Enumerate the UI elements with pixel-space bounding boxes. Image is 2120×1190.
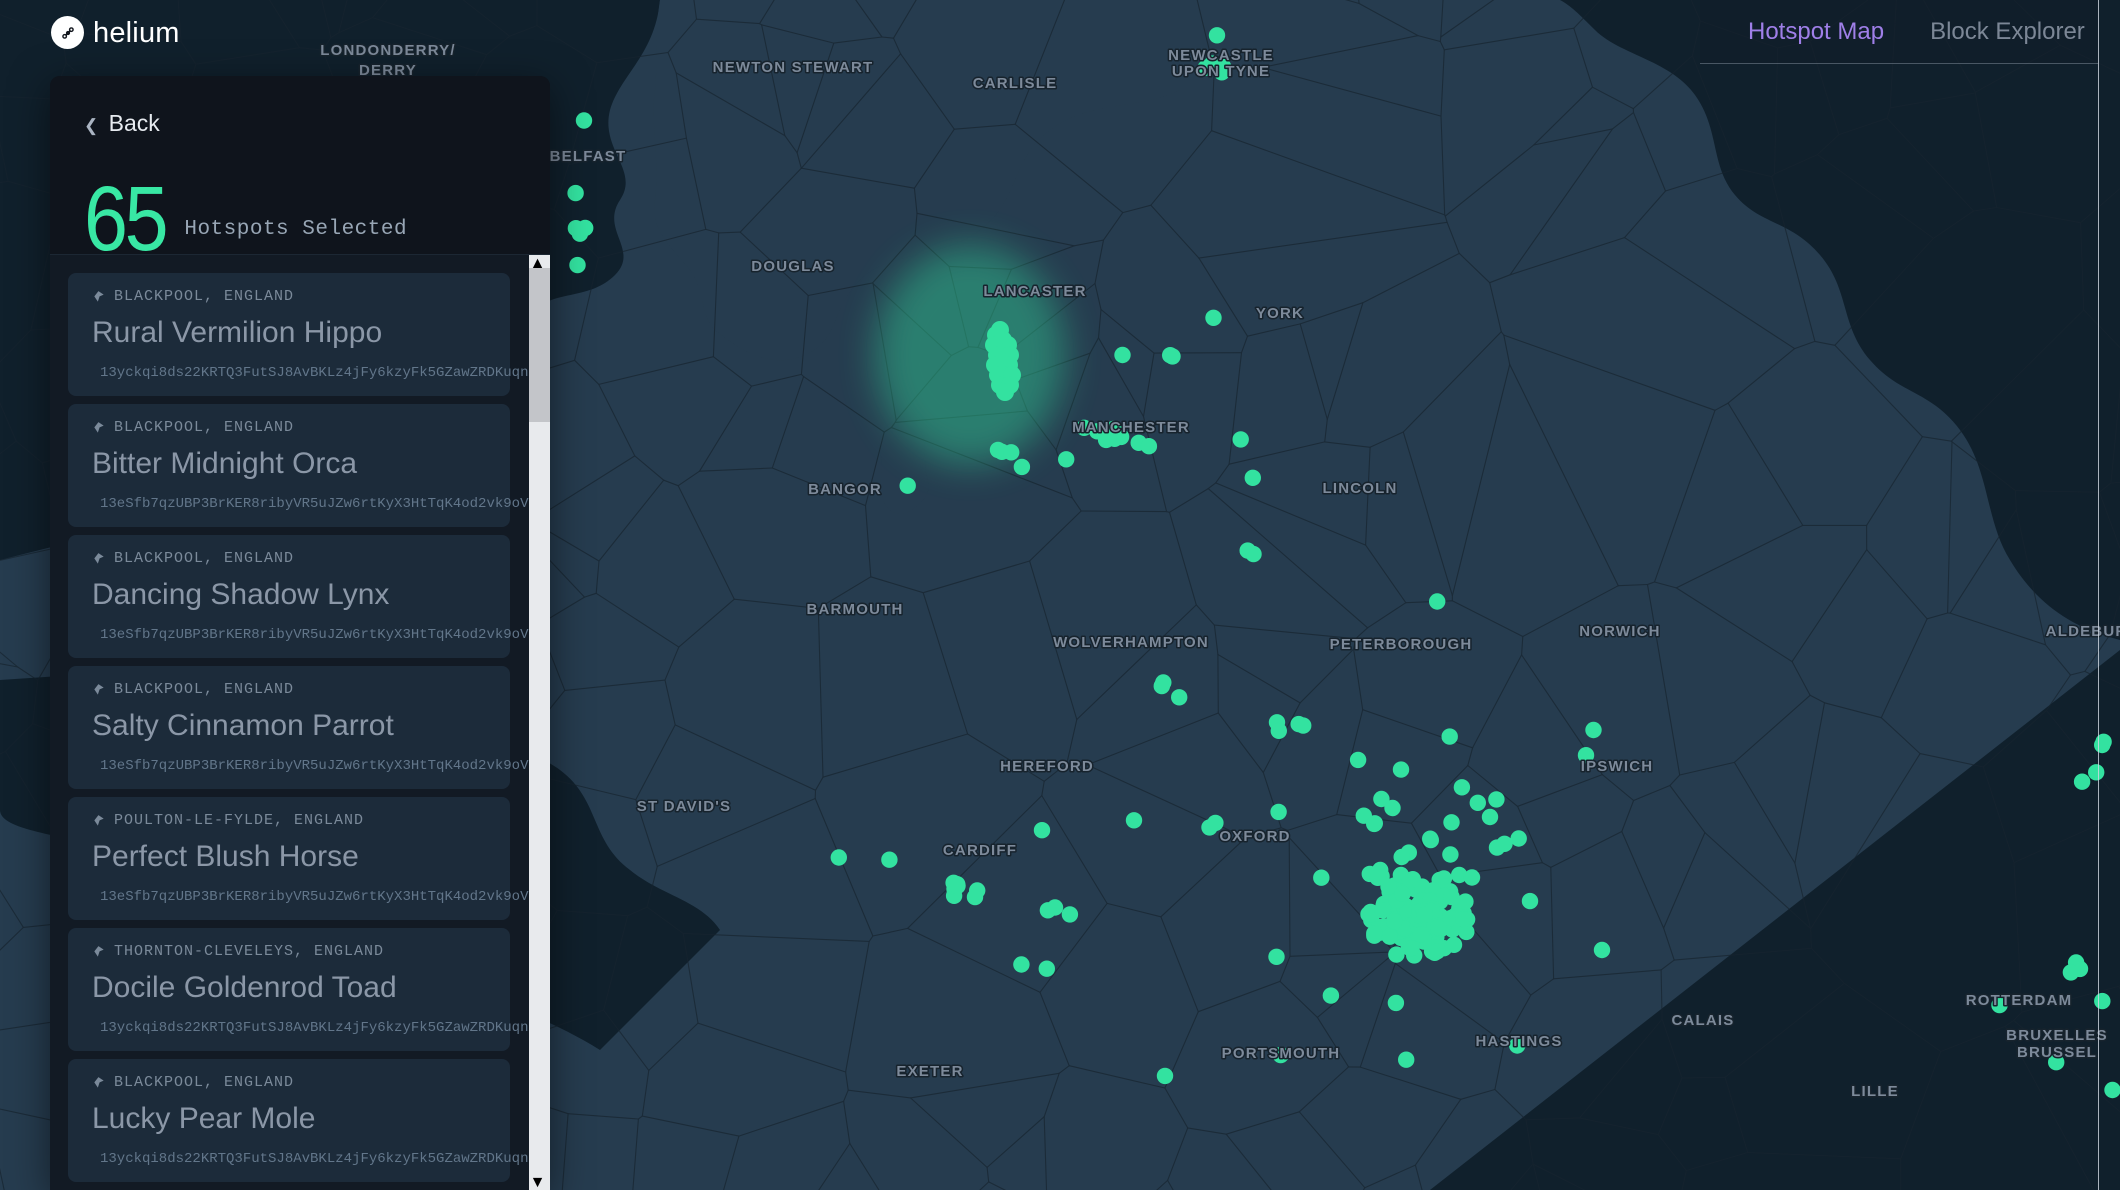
svg-text:LINCOLN: LINCOLN [1322, 480, 1397, 497]
svg-text:HASTINGS: HASTINGS [1475, 1033, 1562, 1050]
svg-text:IPSWICH: IPSWICH [1581, 758, 1654, 775]
svg-text:BANGOR: BANGOR [808, 481, 882, 498]
svg-text:PETERBOROUGH: PETERBOROUGH [1330, 636, 1473, 653]
svg-text:LILLE: LILLE [1851, 1083, 1899, 1100]
svg-text:MANCHESTER: MANCHESTER [1072, 419, 1190, 436]
svg-text:BELFAST: BELFAST [550, 148, 627, 165]
svg-text:BRUXELLES: BRUXELLES [2006, 1027, 2108, 1044]
svg-text:WOLVERHAMPTON: WOLVERHAMPTON [1053, 634, 1209, 651]
svg-text:YORK: YORK [1256, 305, 1304, 322]
svg-text:CARLISLE: CARLISLE [973, 75, 1058, 92]
svg-text:NORWICH: NORWICH [1579, 623, 1660, 640]
svg-text:CARDIFF: CARDIFF [943, 842, 1017, 859]
svg-text:CALAIS: CALAIS [1671, 1012, 1734, 1029]
svg-text:PORTSMOUTH: PORTSMOUTH [1222, 1045, 1341, 1062]
svg-text:DOUGLAS: DOUGLAS [751, 258, 834, 275]
svg-text:BRUSSEL: BRUSSEL [2017, 1044, 2097, 1061]
svg-text:ALDEBURGH: ALDEBURGH [2046, 623, 2120, 640]
svg-text:EXETER: EXETER [896, 1063, 963, 1080]
svg-text:OXFORD: OXFORD [1219, 828, 1290, 845]
svg-text:ST DAVID'S: ST DAVID'S [637, 798, 731, 815]
svg-text:BARMOUTH: BARMOUTH [806, 601, 903, 618]
svg-text:ROTTERDAM: ROTTERDAM [1966, 992, 2073, 1009]
svg-text:UPON TYNE: UPON TYNE [1172, 63, 1270, 80]
svg-text:HEREFORD: HEREFORD [1000, 758, 1094, 775]
svg-text:LANCASTER: LANCASTER [983, 283, 1086, 300]
